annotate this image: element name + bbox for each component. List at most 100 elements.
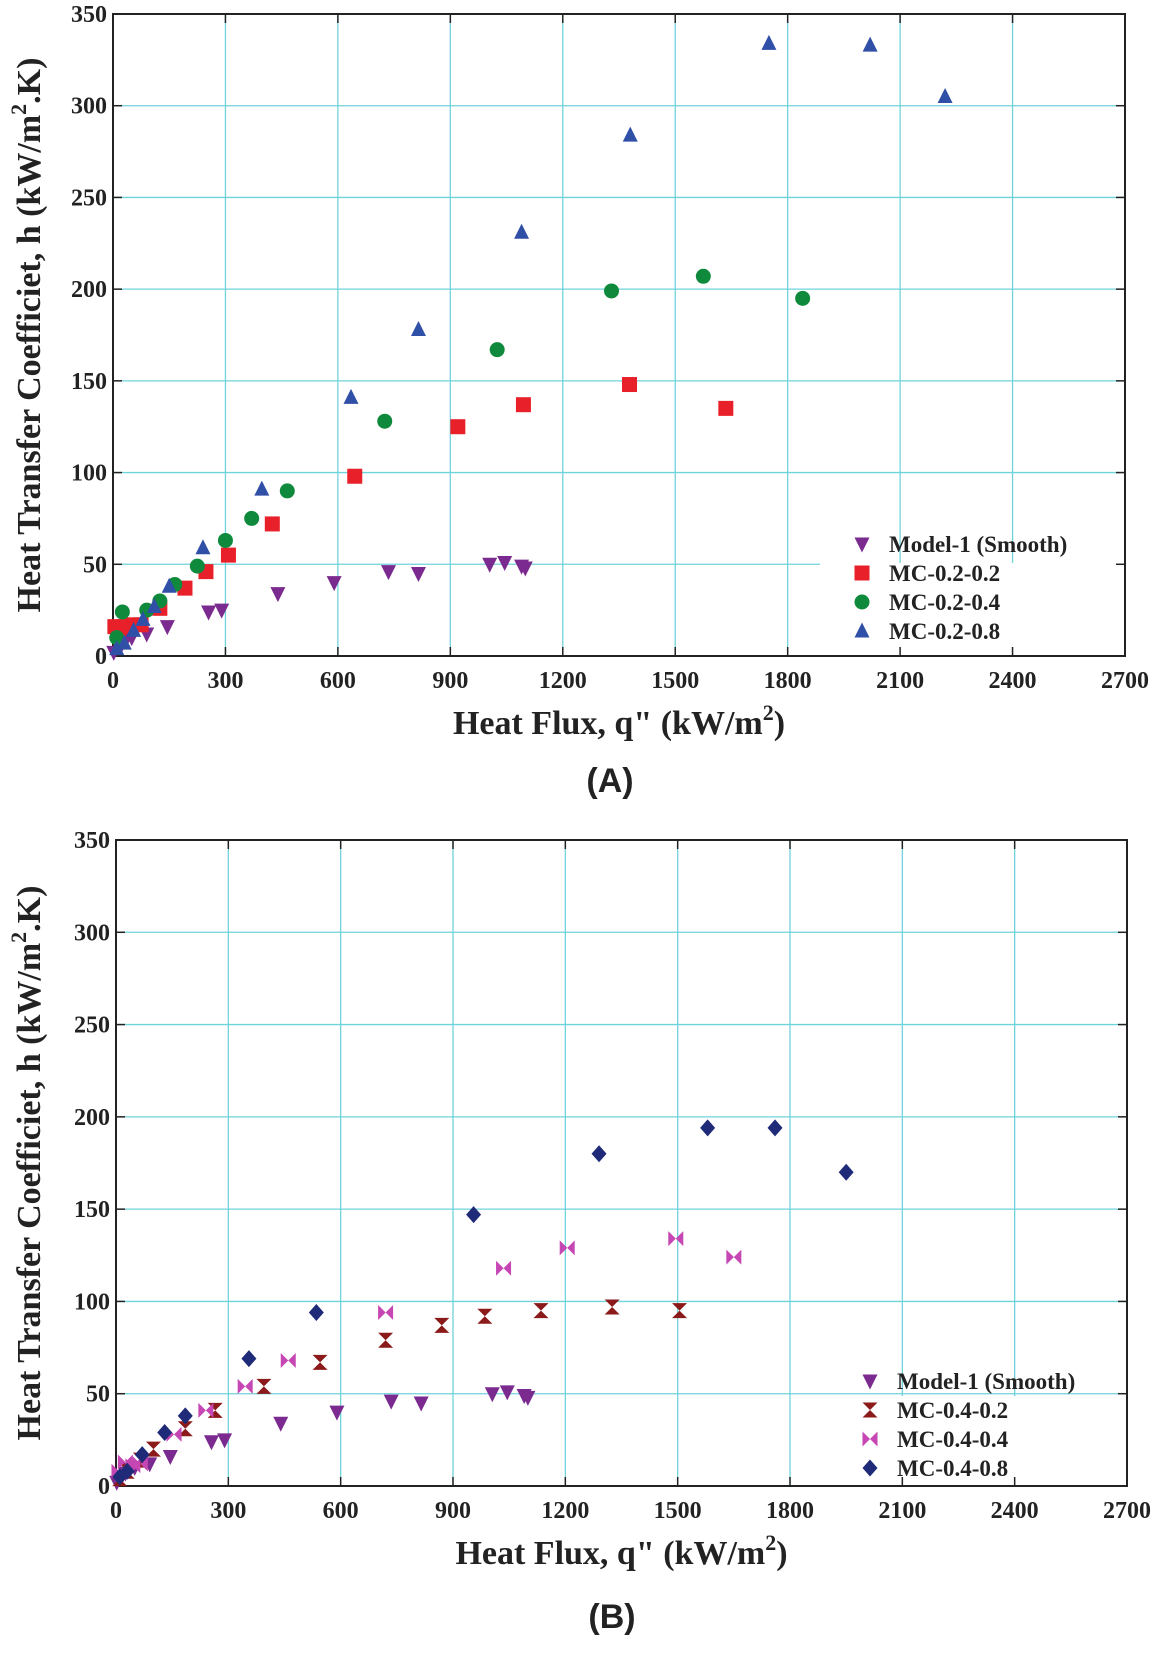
y-tick-label: 250 [74,1013,110,1039]
data-point [135,610,151,626]
data-point [256,1378,272,1394]
x-tick-label: 2700 [1101,668,1149,694]
legend-entry: MC-0.4-0.2 [862,1398,1008,1423]
data-point [514,223,530,239]
y-tick-label: 50 [83,552,107,578]
gridlines [113,14,1125,656]
data-point [450,419,466,435]
plot-frame [112,13,1126,657]
y-tick-label: 250 [71,185,107,211]
data-point [312,1354,328,1370]
data-point [380,565,396,581]
data-point [520,1390,536,1406]
x-tick-label: 0 [110,1498,122,1524]
x-tick-label: 1200 [539,668,587,694]
x-tick-label: 1800 [764,668,812,694]
x-axis-label-sup: 2 [763,700,774,725]
data-point [264,516,280,532]
data-point [378,1332,394,1348]
data-point [700,1119,716,1137]
x-tick-label: 2100 [878,1498,926,1524]
data-point [217,532,233,548]
data-point [119,1462,135,1480]
y-axis-label: Heat Transfer Coefficiet, h (kW/m2.K) [6,58,48,613]
series-mc-0-4-0-4 [111,1231,742,1479]
panel-label: (A) [586,762,633,800]
x-tick-label: 2700 [1103,1498,1151,1524]
legend-label: MC-0.2-0.4 [889,590,1001,615]
data-point [109,640,125,656]
y-axis-label-end: .K) [11,58,48,104]
x-tick-label: 2400 [989,668,1037,694]
data-point [410,566,426,582]
data-point [515,397,531,413]
data-point [484,1387,500,1403]
data-point [383,1394,399,1410]
data-point [489,342,505,358]
data-point [329,1405,345,1421]
tick-marks [112,13,1126,657]
data-point [195,539,211,555]
chart-b: 0 300 600 900 1200 1500 1800 2100 2400 2700 0 50 100… [6,830,1151,1636]
data-point [499,1385,515,1401]
x-tick-label: 900 [432,668,468,694]
data-point [201,605,217,621]
y-axis-label-main: Heat Transfer Coefficiet, h (kW/m [11,115,48,613]
x-axis-label: Heat Flux, q" (kW/m2) [455,1530,787,1572]
legend-entry: MC-0.2-0.8 [854,619,1000,644]
y-axis-label-sup: 2 [6,932,31,943]
data-point [270,587,286,603]
data-point [273,1416,289,1432]
data-point [695,268,711,284]
data-point [604,283,620,299]
legend-label: Model-1 (Smooth) [889,532,1067,557]
data-point [726,1249,742,1265]
data-point [217,1433,233,1449]
data-point [497,555,513,571]
chart-a: 0 300 600 900 1200 1500 1800 2100 2400 2700 0 50 100… [6,2,1149,800]
data-point [237,1378,253,1394]
series-mc-0-4-0-2 [112,1299,688,1487]
y-tick-label: 200 [71,277,107,303]
data-point [718,400,734,416]
series-model-1-smooth- [109,1385,536,1491]
x-axis-label: Heat Flux, q" (kW/m2) [453,700,785,742]
data-point [220,547,236,563]
legend-marker [862,1374,878,1390]
legend-label: MC-0.4-0.4 [897,1427,1009,1452]
data-point [378,1305,394,1321]
data-point [161,577,177,593]
legend-entry: MC-0.4-0.4 [862,1427,1009,1452]
x-tick-label: 1500 [651,668,699,694]
data-point [241,1350,257,1368]
data-point [145,1441,161,1457]
data-point [203,1435,219,1451]
data-point [517,561,533,577]
legend-entry: MC-0.2-0.2 [854,561,1000,586]
y-tick-label: 100 [74,1289,110,1315]
data-point [109,630,125,646]
legend-entry: MC-0.4-0.8 [862,1456,1008,1481]
data-point [189,558,205,574]
y-tick-label: 350 [71,2,107,28]
y-axis-label: Heat Transfer Coefficiet, h (kW/m2.K) [6,886,48,1441]
data-point [343,388,359,404]
y-tick-label: 300 [71,94,107,120]
x-axis-label-main: Heat Flux, q" (kW/m [453,705,763,742]
y-tick-label: 200 [74,1105,110,1131]
data-point [214,603,230,619]
x-tick-label: 1800 [766,1498,814,1524]
y-axis-label-end: .K) [11,886,48,932]
data-point [198,1402,214,1418]
series-model-1-smooth- [106,555,533,661]
data-point [838,1163,854,1181]
x-tick-label: 0 [107,668,119,694]
plot-frame [115,839,1128,1487]
y-tick-label: 0 [98,1474,110,1500]
x-tick-label: 600 [320,668,356,694]
x-tick-label: 2400 [991,1498,1039,1524]
legend-marker [862,1459,878,1477]
data-point [114,604,130,620]
y-axis-label-sup: 2 [6,104,31,115]
y-axis-label-main: Heat Transfer Coefficiet, h (kW/m [11,943,48,1441]
